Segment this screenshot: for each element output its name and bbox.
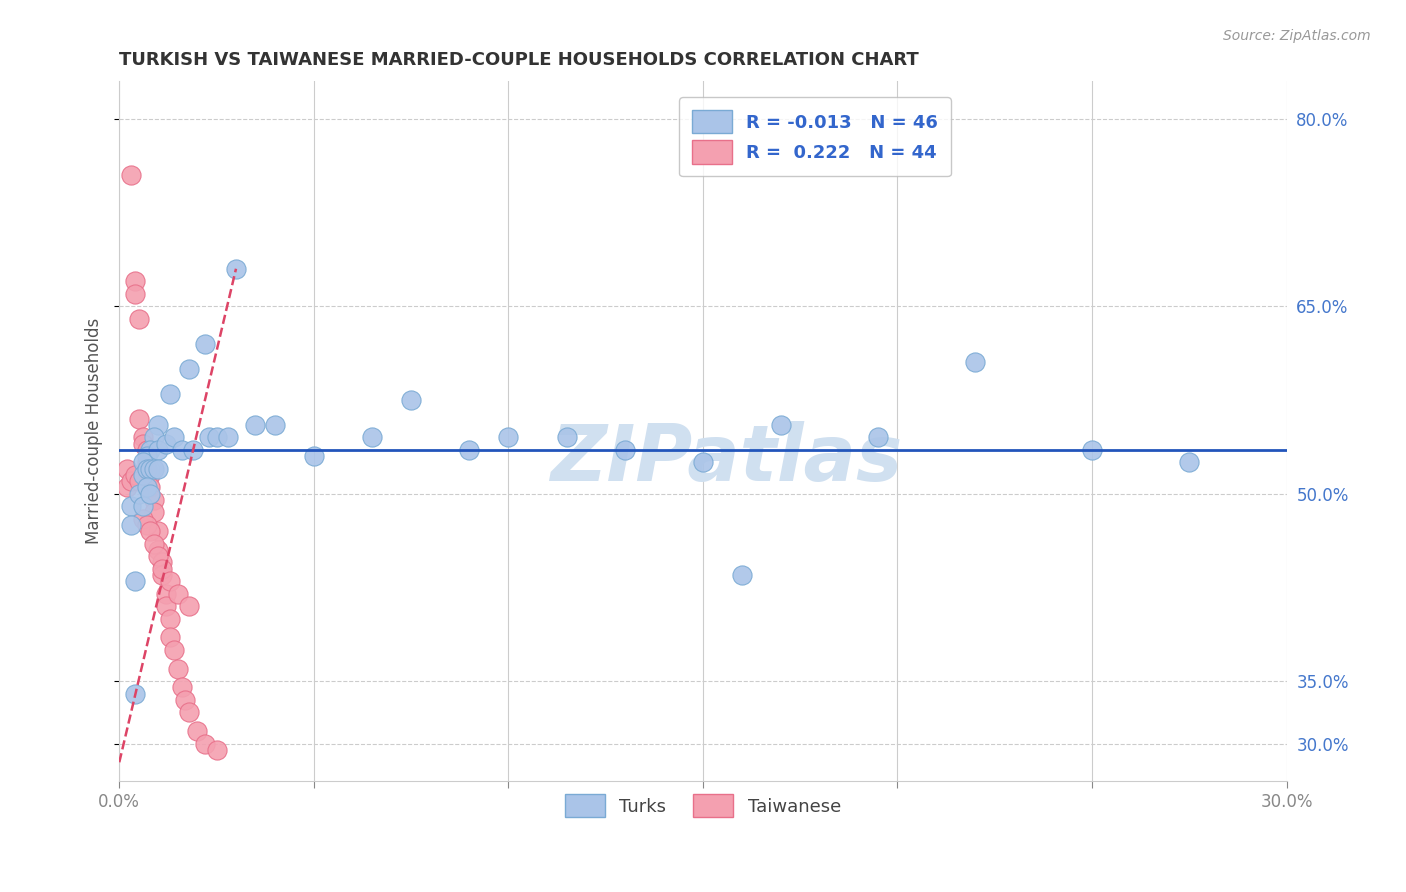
Point xyxy=(139,442,162,457)
Point xyxy=(179,599,201,613)
Point xyxy=(131,430,153,444)
Point xyxy=(135,449,157,463)
Point xyxy=(731,567,754,582)
Point xyxy=(139,480,162,494)
Y-axis label: Married-couple Households: Married-couple Households xyxy=(86,318,103,544)
Point xyxy=(163,642,186,657)
Point xyxy=(205,430,228,444)
Point xyxy=(139,486,162,500)
Point xyxy=(361,430,384,444)
Point xyxy=(135,461,157,475)
Point xyxy=(155,586,177,600)
Point xyxy=(143,430,166,444)
Point xyxy=(124,687,146,701)
Point xyxy=(692,455,714,469)
Point xyxy=(131,455,153,469)
Point xyxy=(166,661,188,675)
Point xyxy=(245,417,267,432)
Point xyxy=(150,561,173,575)
Point xyxy=(131,499,153,513)
Point xyxy=(124,274,146,288)
Point xyxy=(399,392,422,407)
Point xyxy=(148,442,170,457)
Point xyxy=(225,261,247,276)
Point xyxy=(205,743,228,757)
Text: ZIPatlas: ZIPatlas xyxy=(550,421,903,497)
Point xyxy=(128,411,150,425)
Point xyxy=(159,574,181,588)
Point xyxy=(120,499,142,513)
Point xyxy=(264,417,287,432)
Point xyxy=(163,430,186,444)
Point xyxy=(148,417,170,432)
Point xyxy=(965,355,987,369)
Point xyxy=(131,511,153,525)
Point xyxy=(124,574,146,588)
Point xyxy=(458,442,481,457)
Point xyxy=(148,542,170,557)
Point xyxy=(128,311,150,326)
Point xyxy=(159,630,181,644)
Point xyxy=(135,442,157,457)
Point xyxy=(120,474,142,488)
Point xyxy=(197,430,219,444)
Point xyxy=(150,555,173,569)
Point xyxy=(179,361,201,376)
Point xyxy=(498,430,520,444)
Point xyxy=(155,599,177,613)
Text: Source: ZipAtlas.com: Source: ZipAtlas.com xyxy=(1223,29,1371,43)
Point xyxy=(128,474,150,488)
Point xyxy=(135,455,157,469)
Legend: Turks, Taiwanese: Turks, Taiwanese xyxy=(558,787,848,824)
Point xyxy=(179,706,201,720)
Point xyxy=(150,567,173,582)
Point xyxy=(143,492,166,507)
Point xyxy=(148,461,170,475)
Point xyxy=(139,461,162,475)
Point xyxy=(1081,442,1104,457)
Point xyxy=(135,517,157,532)
Point xyxy=(1178,455,1201,469)
Point xyxy=(143,505,166,519)
Point xyxy=(194,737,217,751)
Point xyxy=(135,461,157,475)
Point xyxy=(170,681,193,695)
Point xyxy=(159,386,181,401)
Point xyxy=(555,430,578,444)
Point xyxy=(866,430,889,444)
Point xyxy=(135,480,157,494)
Point xyxy=(131,467,153,482)
Text: TURKISH VS TAIWANESE MARRIED-COUPLE HOUSEHOLDS CORRELATION CHART: TURKISH VS TAIWANESE MARRIED-COUPLE HOUS… xyxy=(120,51,920,69)
Point xyxy=(115,480,138,494)
Point xyxy=(115,461,138,475)
Point xyxy=(302,449,325,463)
Point xyxy=(120,517,142,532)
Point xyxy=(124,286,146,301)
Point xyxy=(769,417,792,432)
Point xyxy=(148,524,170,538)
Point xyxy=(159,611,181,625)
Point xyxy=(194,336,217,351)
Point xyxy=(139,524,162,538)
Point xyxy=(120,168,142,182)
Point xyxy=(131,436,153,450)
Point xyxy=(143,461,166,475)
Point xyxy=(217,430,239,444)
Point xyxy=(128,486,150,500)
Point xyxy=(614,442,637,457)
Point xyxy=(139,467,162,482)
Point xyxy=(124,467,146,482)
Point xyxy=(181,442,204,457)
Point xyxy=(155,436,177,450)
Point xyxy=(174,693,197,707)
Point xyxy=(170,442,193,457)
Point xyxy=(143,536,166,550)
Point xyxy=(186,724,208,739)
Point xyxy=(166,586,188,600)
Point xyxy=(148,549,170,563)
